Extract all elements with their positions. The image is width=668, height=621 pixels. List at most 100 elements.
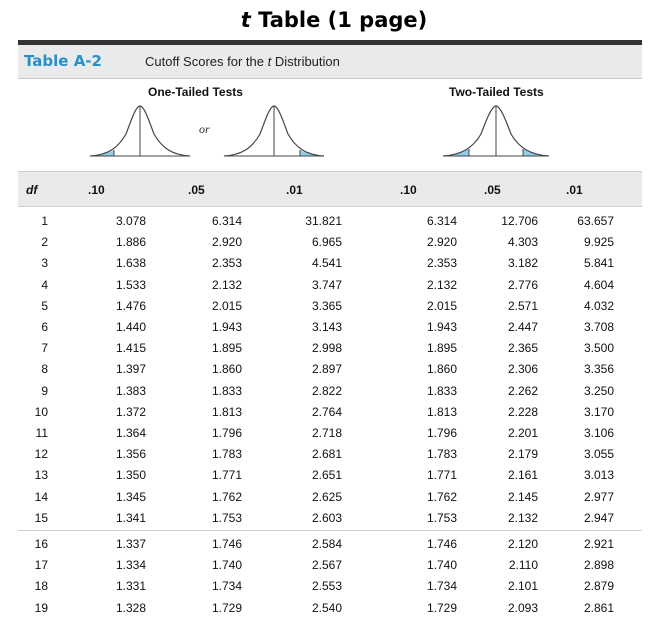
two-tailed-10-cell: 1.746 [426, 537, 457, 551]
one-tailed-05-cell: 1.753 [211, 510, 242, 525]
two-tailed-01-cell: 2.921 [583, 537, 614, 551]
two-tailed-01-cell: 3.055 [583, 447, 614, 462]
two-tailed-01-cell: 2.977 [583, 489, 614, 504]
one-tailed-05-cell: 6.314 [211, 214, 242, 228]
one-tailed-01-cell: 3.365 [311, 298, 342, 313]
one-tailed-01-cell: 2.540 [311, 600, 342, 615]
two-tailed-heading: Two-Tailed Tests [449, 85, 544, 99]
one-tailed-10-cell: 1.331 [115, 579, 146, 594]
two-tailed-01-cell: 63.657 [577, 214, 614, 228]
two-tailed-10-cell: 2.920 [426, 235, 457, 250]
one-tailed-01-cell: 4.541 [311, 256, 342, 271]
df-cell: 9 [41, 383, 48, 398]
one-tailed-10-cell: 1.440 [115, 320, 146, 334]
df-cell: 3 [41, 256, 48, 271]
df-header: df [26, 183, 38, 197]
one-tailed-10-cell: 1.372 [115, 404, 146, 419]
df-cell: 13 [34, 468, 48, 483]
one-tailed-05-cell: 1.740 [211, 558, 242, 573]
df-cell: 6 [41, 320, 48, 334]
two-tailed-01-cell: 3.250 [583, 383, 614, 398]
df-cell: 15 [34, 510, 48, 525]
one-tailed-05-cell: 1.796 [211, 426, 242, 440]
one-tailed-01-cell: 3.747 [311, 277, 342, 292]
table-title-band [18, 45, 642, 79]
table-row: 15 1.341 1.753 2.603 1.753 2.132 2.947 [18, 507, 642, 528]
two-tailed-05-cell: 2.201 [507, 426, 538, 440]
table-row: 8 1.397 1.860 2.897 1.860 2.306 3.356 [18, 358, 642, 379]
two-tailed-05-cell: 2.179 [507, 447, 538, 462]
one-tailed-05-cell: 1.783 [211, 447, 242, 462]
one-tailed-10-cell: 1.476 [115, 298, 146, 313]
column-header-band [18, 171, 642, 207]
one-tailed-01-cell: 3.143 [311, 320, 342, 334]
two-tailed-01-cell: 3.500 [583, 341, 614, 356]
one-tailed-10-cell: 1.397 [115, 362, 146, 377]
two-tailed-10-cell: 1.943 [426, 320, 457, 334]
table-row: 3 1.638 2.353 4.541 2.353 3.182 5.841 [18, 252, 642, 273]
two-tailed-01-cell: 2.861 [583, 600, 614, 615]
one-tailed-10-cell: 1.350 [115, 468, 146, 483]
one-tailed-01-cell: 2.651 [311, 468, 342, 483]
two-tailed-05-cell: 3.182 [507, 256, 538, 271]
two-tailed-05-cell: 2.571 [507, 298, 538, 313]
one-tailed-01-cell: 2.897 [311, 362, 342, 377]
two-tailed-10-cell: 2.132 [426, 277, 457, 292]
df-cell: 11 [35, 426, 48, 440]
table-row: 7 1.415 1.895 2.998 1.895 2.365 3.500 [18, 337, 642, 358]
table-label: Table A-2 [24, 52, 102, 70]
df-cell: 19 [34, 600, 48, 615]
table-row: 10 1.372 1.813 2.764 1.813 2.228 3.170 [18, 401, 642, 422]
df-cell: 1 [41, 214, 48, 228]
df-cell: 12 [34, 447, 48, 462]
one-tailed-01-cell: 2.603 [311, 510, 342, 525]
two-tailed-05-cell: 2.447 [507, 320, 538, 334]
table-row: 2 1.886 2.920 6.965 2.920 4.303 9.925 [18, 231, 642, 252]
one-tailed-05-cell: 1.860 [211, 362, 242, 377]
table-row: 1 3.078 6.314 31.821 6.314 12.706 63.657 [18, 210, 642, 231]
two-tailed-01-cell: 2.947 [583, 510, 614, 525]
two-tailed-01-cell: 3.356 [583, 362, 614, 377]
table-row: 11 1.364 1.796 2.718 1.796 2.201 3.106 [18, 422, 642, 443]
left-tail-curve-icon [89, 105, 191, 157]
table-row: 5 1.476 2.015 3.365 2.015 2.571 4.032 [18, 295, 642, 316]
one-tailed-10-cell: 3.078 [115, 214, 146, 228]
table-row: 13 1.350 1.771 2.651 1.771 2.161 3.013 [18, 464, 642, 485]
two-tailed-10-cell: 1.729 [426, 600, 457, 615]
table-row: 12 1.356 1.783 2.681 1.783 2.179 3.055 [18, 443, 642, 464]
two-tailed-05-cell: 2.161 [507, 468, 538, 483]
table-row: 14 1.345 1.762 2.625 1.762 2.145 2.977 [18, 486, 642, 507]
two-tailed-10-cell: 1.771 [426, 468, 457, 483]
two-tailed-10-cell: 1.740 [426, 558, 457, 573]
df-cell: 17 [34, 558, 48, 573]
table-row: 4 1.533 2.132 3.747 2.132 2.776 4.604 [18, 274, 642, 295]
two-tailed-05-cell: 2.365 [507, 341, 538, 356]
two-tailed-10-cell: 1.813 [426, 404, 457, 419]
two-tailed-01-cell: 3.708 [583, 320, 614, 334]
one-tailed-01-cell: 2.553 [311, 579, 342, 594]
one-tailed-10-cell: 1.533 [115, 277, 146, 292]
one-tailed-10-header: .10 [88, 183, 105, 197]
table-row: 6 1.440 1.943 3.143 1.943 2.447 3.708 [18, 316, 642, 337]
one-tailed-10-cell: 1.886 [115, 235, 146, 250]
two-tailed-05-cell: 2.093 [507, 600, 538, 615]
two-tailed-01-cell: 9.925 [583, 235, 614, 250]
one-tailed-01-cell: 2.584 [311, 537, 342, 551]
one-tailed-10-cell: 1.364 [115, 426, 146, 440]
one-tailed-10-cell: 1.337 [115, 537, 146, 551]
two-tailed-10-cell: 1.753 [426, 510, 457, 525]
or-label: or [199, 122, 210, 136]
two-tailed-01-cell: 2.898 [583, 558, 614, 573]
two-tailed-01-header: .01 [566, 183, 583, 197]
one-tailed-01-cell: 31.821 [305, 214, 342, 228]
table-row: 18 1.331 1.734 2.553 1.734 2.101 2.879 [18, 575, 642, 596]
one-tailed-05-cell: 1.771 [211, 468, 242, 483]
one-tailed-05-cell: 1.746 [211, 537, 242, 551]
df-cell: 14 [34, 489, 48, 504]
one-tailed-10-cell: 1.328 [115, 600, 146, 615]
one-tailed-01-cell: 2.822 [311, 383, 342, 398]
row-group-divider [18, 530, 642, 531]
df-cell: 2 [41, 235, 48, 250]
one-tailed-05-header: .05 [188, 183, 205, 197]
two-tailed-10-cell: 1.762 [426, 489, 457, 504]
